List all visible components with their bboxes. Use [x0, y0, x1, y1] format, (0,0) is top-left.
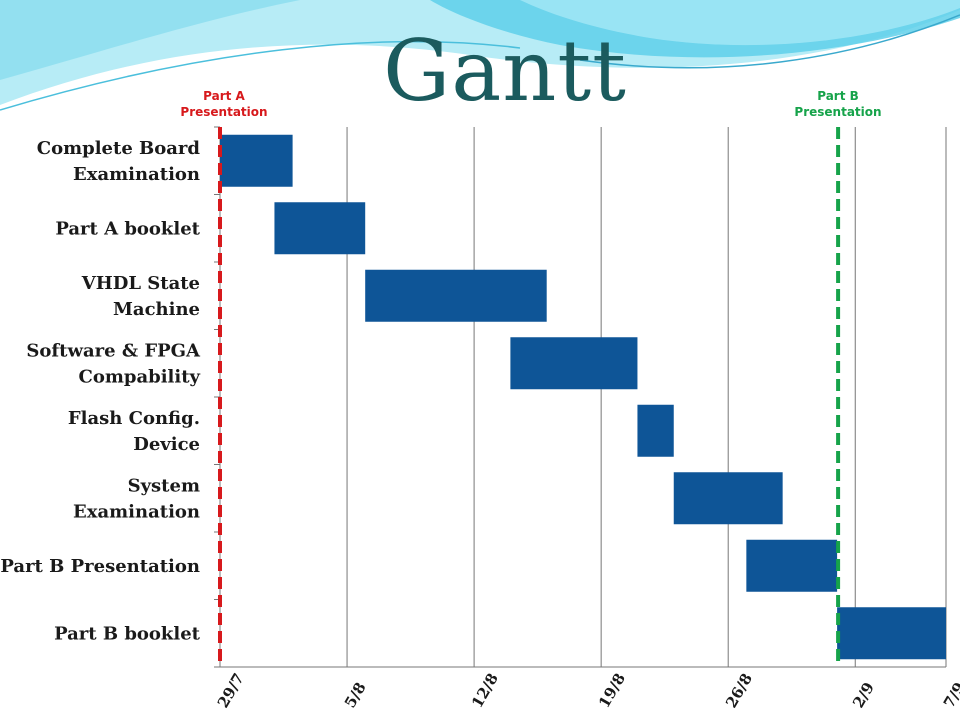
task-label-0: Complete Board Examination	[37, 138, 201, 185]
task-label-3: Software & FPGA Compability	[26, 340, 201, 387]
task-bar-6	[746, 539, 838, 592]
slide-title: Gantt	[383, 22, 627, 120]
part-a-marker-label-line1: Part A	[203, 89, 245, 103]
part-a-marker-label: Part A Presentation	[169, 88, 279, 120]
x-tick-label-0: 29/7	[214, 670, 248, 711]
task-bar-5	[673, 472, 783, 525]
task-label-7: Part B booklet	[54, 623, 201, 644]
task-label-5: System Examination	[73, 475, 200, 522]
task-bar-2	[365, 269, 547, 322]
x-tick-label-1: 5/8	[341, 679, 370, 711]
task-bar-0	[220, 134, 293, 187]
task-label-2: VHDL State Machine	[81, 273, 200, 320]
x-tick-label-3: 19/8	[595, 670, 629, 711]
task-label-4: Flash Config. Device	[68, 408, 200, 455]
task-bar-4	[637, 404, 674, 457]
part-a-marker-label-line2: Presentation	[180, 105, 268, 119]
x-tick-label-4: 26/8	[722, 670, 756, 711]
part-b-marker-label-line2: Presentation	[794, 105, 882, 119]
task-bar-1	[274, 202, 366, 255]
part-b-marker-label: Part B Presentation	[783, 88, 893, 120]
task-label-6: Part B Presentation	[0, 556, 200, 577]
x-tick-label-6: 7/9	[940, 679, 960, 711]
task-label-1: Part A booklet	[55, 218, 200, 239]
x-tick-label-5: 2/9	[849, 679, 878, 711]
task-bar-7	[837, 607, 946, 660]
part-b-marker-label-line1: Part B	[817, 89, 859, 103]
task-bar-3	[510, 337, 638, 390]
x-tick-label-2: 12/8	[468, 670, 502, 711]
wave-decoration	[0, 0, 960, 111]
